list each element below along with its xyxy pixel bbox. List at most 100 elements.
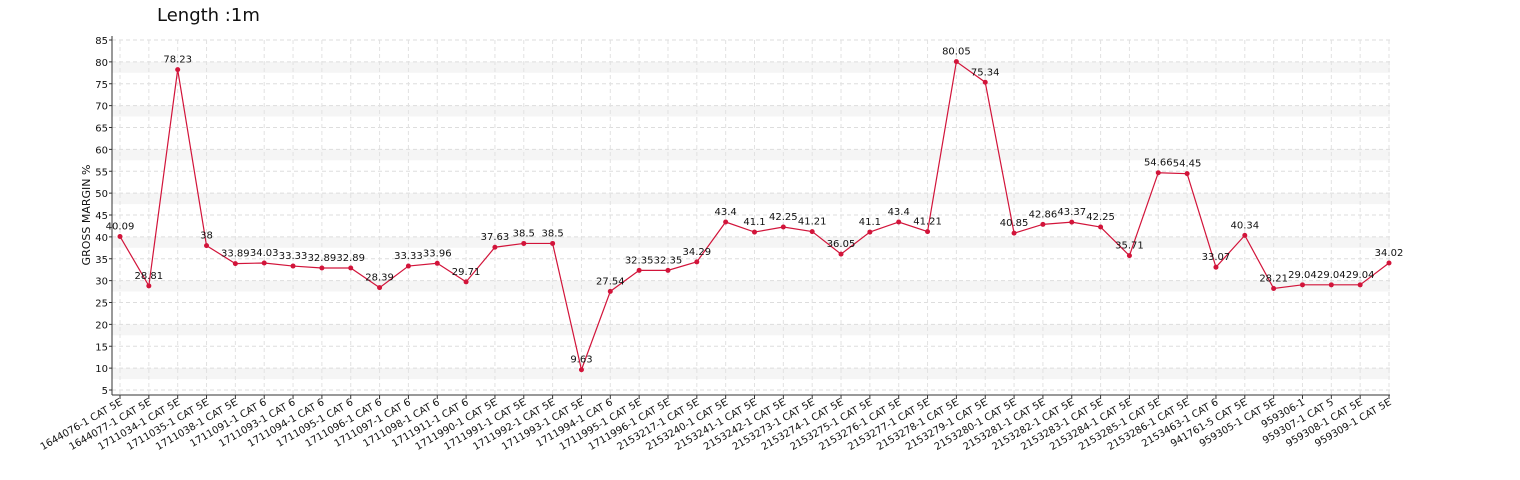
point: [550, 240, 556, 246]
value-label: 33.33: [394, 251, 423, 262]
value-label: 80.05: [942, 47, 971, 58]
point: [261, 260, 267, 266]
value-label: 43.37: [1057, 207, 1086, 218]
point: [578, 367, 584, 373]
point: [117, 233, 123, 239]
point: [204, 243, 210, 249]
point: [319, 265, 325, 271]
value-label: 36.05: [827, 239, 856, 250]
point: [1155, 170, 1161, 176]
value-label: 41.21: [913, 217, 942, 228]
value-label: 43.4: [888, 207, 910, 218]
grid-band: [112, 324, 1390, 336]
point: [1040, 221, 1046, 227]
point: [809, 229, 815, 235]
point: [867, 229, 873, 235]
value-label: 27.54: [596, 276, 625, 287]
point: [1386, 260, 1392, 266]
y-tick-label: 55: [95, 167, 108, 178]
point: [1213, 264, 1219, 270]
value-label: 33.33: [279, 251, 308, 262]
value-label: 43.4: [715, 207, 737, 218]
point: [665, 267, 671, 273]
y-tick-label: 80: [95, 58, 108, 69]
value-label: 32.89: [336, 253, 365, 264]
y-tick-label: 70: [95, 102, 108, 113]
grid-band: [112, 61, 1390, 73]
value-label: 29.04: [1346, 270, 1375, 281]
value-label: 29.04: [1317, 270, 1346, 281]
point: [1011, 230, 1017, 236]
point: [146, 283, 152, 289]
point: [896, 219, 902, 225]
grid-band: [112, 368, 1390, 380]
value-label: 34.29: [682, 247, 711, 258]
value-label: 42.86: [1029, 209, 1058, 220]
grid-band: [112, 236, 1390, 248]
y-tick-label: 20: [95, 320, 108, 331]
point: [1328, 282, 1334, 288]
grid-band: [112, 193, 1390, 205]
grid-band: [112, 280, 1390, 292]
grid-band: [112, 105, 1390, 117]
point: [636, 267, 642, 273]
value-label: 42.25: [1086, 212, 1115, 223]
value-label: 38: [200, 231, 213, 242]
point: [1098, 224, 1104, 230]
point: [492, 244, 498, 250]
value-label: 38.5: [541, 228, 563, 239]
value-label: 34.03: [250, 248, 279, 259]
point: [723, 219, 729, 225]
y-tick-label: 85: [95, 36, 108, 47]
value-label: 33.89: [221, 249, 250, 260]
y-axis-label: GROSS MARGIN %: [80, 165, 93, 266]
value-label: 37.63: [481, 232, 510, 243]
y-tick-label: 60: [95, 145, 108, 156]
point: [434, 260, 440, 266]
value-label: 54.66: [1144, 158, 1173, 169]
point: [232, 261, 238, 267]
point: [1126, 253, 1132, 259]
point: [521, 240, 527, 246]
grid-band: [112, 149, 1390, 161]
point: [1184, 171, 1190, 177]
y-tick-label: 15: [95, 342, 108, 353]
value-label: 9.63: [570, 355, 592, 366]
y-tick-label: 75: [95, 80, 108, 91]
value-label: 41.1: [859, 217, 881, 228]
y-tick-label: 65: [95, 124, 108, 135]
value-label: 40.85: [1000, 218, 1029, 229]
value-label: 38.5: [513, 228, 535, 239]
point: [982, 79, 988, 85]
value-label: 29.04: [1288, 270, 1317, 281]
point: [838, 251, 844, 257]
value-label: 78.23: [163, 55, 192, 66]
value-label: 54.45: [1173, 159, 1202, 170]
point: [953, 59, 959, 65]
point: [694, 259, 700, 265]
y-tick-label: 25: [95, 299, 108, 310]
point: [1069, 219, 1075, 225]
value-label: 33.96: [423, 248, 452, 259]
point: [1357, 282, 1363, 288]
value-label: 42.25: [769, 212, 798, 223]
point: [752, 229, 757, 235]
value-label: 34.02: [1375, 248, 1404, 259]
value-label: 28.39: [365, 273, 394, 284]
value-label: 35.71: [1115, 241, 1144, 252]
value-label: 75.34: [971, 67, 1000, 78]
point: [405, 263, 411, 269]
y-tick-label: 10: [95, 364, 108, 375]
value-label: 32.89: [308, 253, 337, 264]
point: [1299, 282, 1305, 288]
chart-title: Length :1m: [157, 5, 260, 26]
value-label: 29.71: [452, 267, 481, 278]
value-label: 33.07: [1202, 252, 1231, 263]
point: [925, 229, 931, 235]
y-tick-label: 50: [95, 189, 108, 200]
point: [348, 265, 354, 271]
y-tick-label: 35: [95, 255, 108, 266]
value-label: 41.21: [798, 217, 827, 228]
value-label: 32.35: [654, 255, 683, 266]
